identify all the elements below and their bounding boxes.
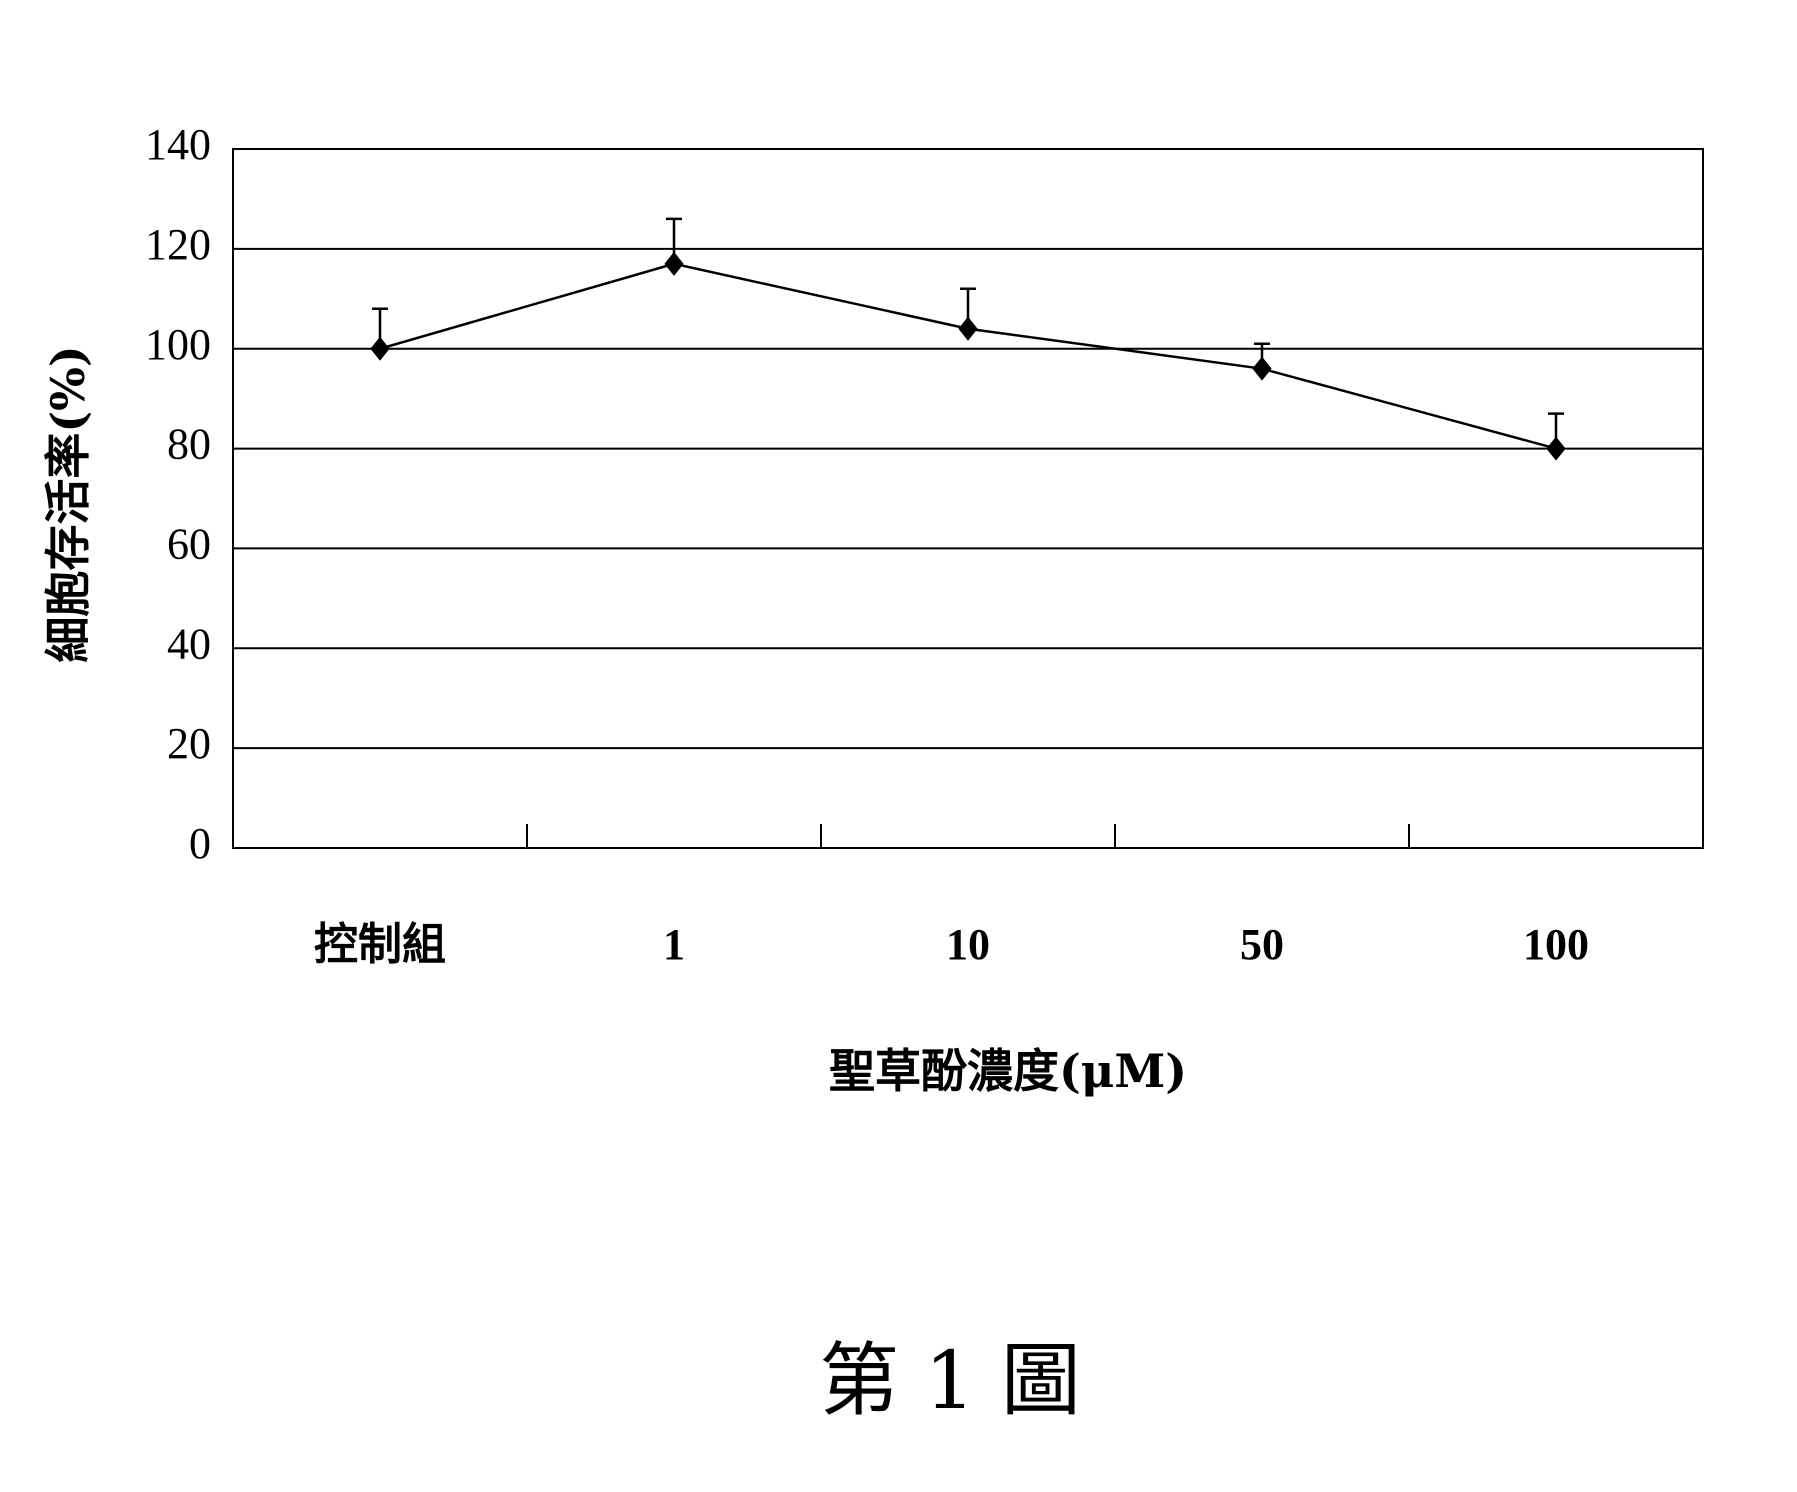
- plot-frame: [232, 148, 1704, 849]
- y-tick-label: 60: [167, 520, 211, 569]
- y-tick-label: 100: [145, 320, 211, 369]
- data-point: [1546, 436, 1566, 461]
- y-axis-title: 細胞存活率(%): [41, 345, 95, 662]
- data-point: [1252, 356, 1272, 381]
- data-point: [370, 336, 390, 361]
- y-tick-label: 0: [189, 819, 211, 868]
- x-tick-label: 50: [1240, 920, 1284, 969]
- x-tick-label: 100: [1523, 920, 1589, 969]
- y-tick-label: 40: [167, 619, 211, 668]
- data-point: [958, 316, 978, 341]
- y-tick-label: 120: [145, 220, 211, 269]
- y-tick-label: 20: [167, 719, 211, 768]
- x-axis-title: 聖草酚濃度(μM): [829, 1044, 1187, 1098]
- data-point: [664, 251, 684, 276]
- y-tick-label: 140: [145, 120, 211, 169]
- figure-caption: 第 1 圖: [819, 1334, 1081, 1427]
- x-tick-label: 1: [663, 920, 685, 969]
- y-tick-label: 80: [167, 420, 211, 469]
- x-tick-label: 控制組: [314, 920, 446, 969]
- x-tick-label: 10: [946, 920, 990, 969]
